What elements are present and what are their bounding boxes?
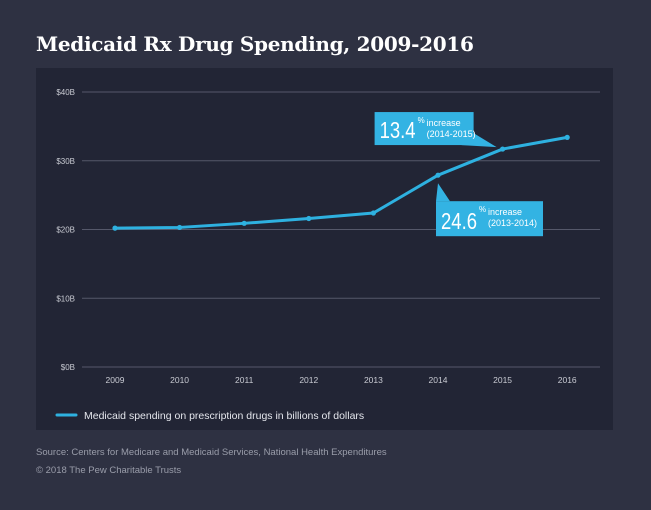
chart-panel: $0B $10B $20B $30B $40B 2009 2010 2011 2012 2013… (36, 68, 613, 430)
gridlines (82, 91, 600, 368)
callout-box (436, 201, 543, 237)
copyright-note: © 2018 The Pew Charitable Trusts (36, 465, 182, 476)
callout-value: 24.6 (441, 208, 477, 234)
callout-2014: 24.6% increase(2013-2014) (436, 183, 543, 237)
y-tick-label: $20B (56, 226, 75, 235)
x-tick-label: 2013 (364, 375, 383, 385)
callout-unit: % (479, 205, 486, 214)
data-point (564, 134, 570, 140)
callout-unit: % (418, 116, 425, 125)
data-point (500, 146, 506, 152)
callout-box (374, 112, 474, 146)
data-point (177, 224, 183, 231)
series-group (112, 134, 570, 231)
data-point (112, 225, 118, 231)
callout-period: (2013-2014) (488, 218, 537, 228)
y-tick-label: $10B (56, 294, 75, 303)
legend-label: Medicaid spending on prescription drugs … (84, 410, 364, 422)
x-tick-label: 2014 (429, 375, 448, 385)
callout-2015: 13.4% increase(2014-2015) (374, 112, 497, 148)
y-axis-ticks: $0B $10B $20B $30B $40B (56, 88, 75, 372)
y-tick-label: $0B (61, 363, 75, 372)
source-note: Source: Centers for Medicare and Medicai… (36, 447, 387, 458)
callout-tail (436, 183, 450, 202)
callout-period: (2014-2015) (427, 129, 476, 139)
legend: Medicaid spending on prescription drugs … (55, 410, 364, 422)
data-point (241, 220, 247, 226)
x-tick-label: 2009 (106, 375, 125, 385)
chart-title: Medicaid Rx Drug Spending, 2009-2016 (36, 32, 474, 56)
data-point (306, 215, 312, 222)
line-chart: $0B $10B $20B $30B $40B 2009 2010 2011 2012 2013… (55, 88, 600, 422)
series-line (113, 135, 569, 230)
x-tick-label: 2016 (558, 375, 577, 385)
callout-label: increase (427, 118, 461, 128)
x-tick-label: 2011 (235, 375, 254, 385)
annotations: 13.4% increase(2014-2015)24.6% increase(20… (374, 112, 543, 237)
callout-label: increase (488, 207, 522, 217)
y-tick-label: $40B (56, 88, 75, 97)
x-tick-label: 2010 (170, 375, 189, 385)
data-point (370, 210, 376, 216)
x-tick-label: 2015 (493, 375, 512, 385)
x-tick-label: 2012 (299, 375, 318, 385)
callout-value: 13.4 (380, 117, 416, 143)
y-tick-label: $30B (56, 157, 75, 166)
x-axis-ticks: 2009 2010 2011 2012 2013 2014 2015 2016 (106, 375, 577, 385)
data-point (435, 172, 441, 178)
